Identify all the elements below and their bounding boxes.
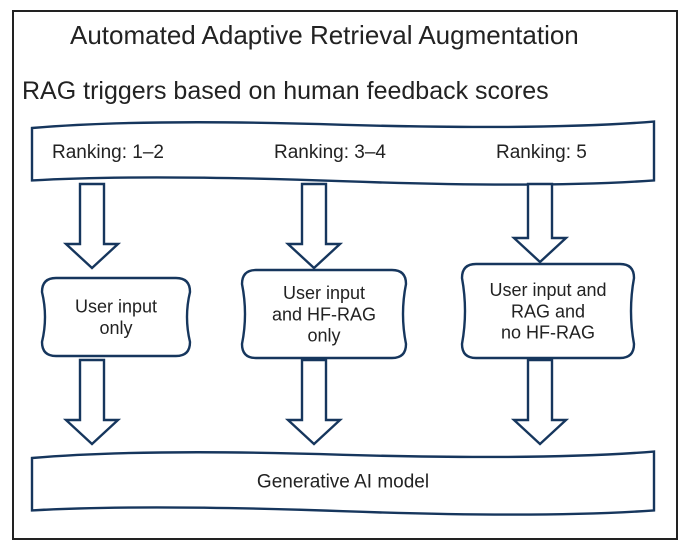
flowchart-svg: Ranking: 1–2 Ranking: 3–4 Ranking: 5 User i… [0,0,692,550]
branch-box-1-line-1: and HF-RAG [272,304,376,324]
branch-box-0-line-1: only [99,318,132,338]
ranking-label-2: Ranking: 5 [496,142,587,163]
arrow-bottom-1 [288,360,340,444]
ranking-label-0: Ranking: 1–2 [52,142,164,163]
branch-box-2-line-0: User input and [489,280,606,300]
arrow-top-1 [288,184,340,268]
arrow-top-0 [66,184,118,268]
branch-box-2-line-2: no HF-RAG [501,323,595,343]
branch-box-1-line-0: User input [283,283,365,303]
arrow-bottom-2 [514,360,566,444]
output-box-label: Generative AI model [257,472,429,493]
arrow-top-2 [514,184,566,262]
arrow-bottom-0 [66,360,118,444]
branch-box-2-line-1: RAG and [511,301,585,321]
branch-box-0-line-0: User input [75,297,157,317]
ranking-label-1: Ranking: 3–4 [274,142,386,163]
branch-box-1-line-2: only [307,326,340,346]
